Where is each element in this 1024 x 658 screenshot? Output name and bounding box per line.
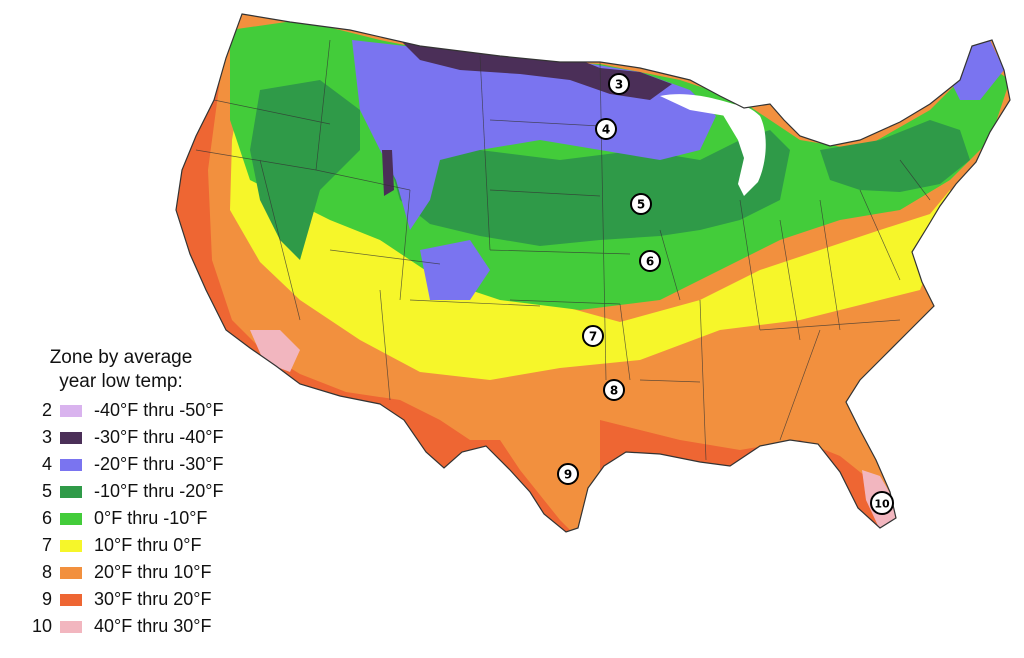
legend-temp-range: 30°F thru 20°F bbox=[94, 589, 212, 609]
legend-color-swatch bbox=[60, 539, 82, 552]
legend-row-zone-8: 8 20°F thru 10°F bbox=[26, 559, 256, 586]
legend-color-swatch bbox=[60, 566, 82, 579]
svg-text:6: 6 bbox=[646, 255, 654, 269]
legend-color-swatch bbox=[60, 512, 82, 525]
legend-color-swatch bbox=[60, 431, 82, 444]
zone-regions bbox=[176, 14, 1010, 532]
legend-zone-number: 5 bbox=[41, 481, 52, 501]
legend-row-zone-6: 6 0°F thru -10°F bbox=[26, 505, 256, 532]
zone-marker-7: 7 bbox=[582, 325, 604, 347]
legend-temp-range: 20°F thru 10°F bbox=[94, 562, 212, 582]
legend-zone-number: 3 bbox=[41, 427, 52, 447]
svg-text:7: 7 bbox=[589, 330, 597, 344]
legend-temp-range: 0°F thru -10°F bbox=[94, 508, 208, 528]
svg-text:3: 3 bbox=[615, 78, 623, 92]
zone-5-region-plains bbox=[380, 130, 790, 246]
legend-row-zone-4: 4 -20°F thru -30°F bbox=[26, 451, 256, 478]
legend-row-zone-10: 10 40°F thru 30°F bbox=[26, 613, 256, 640]
legend-color-swatch bbox=[60, 485, 82, 498]
zone-4-region-colorado bbox=[420, 240, 490, 300]
legend-temp-range: -30°F thru -40°F bbox=[94, 427, 224, 447]
legend-rows: 2 -40°F thru -50°F 3 -30°F thru -40°F 4 -20°F… bbox=[26, 397, 256, 640]
zone-marker-8: 8 bbox=[603, 379, 625, 401]
legend-row-zone-2: 2 -40°F thru -50°F bbox=[26, 397, 256, 424]
legend-title-line2: year low temp: bbox=[59, 371, 183, 392]
legend-zone-number: 2 bbox=[41, 400, 52, 420]
legend-color-swatch bbox=[60, 404, 82, 417]
zone-marker-3: 3 bbox=[608, 73, 630, 95]
legend-row-zone-5: 5 -10°F thru -20°F bbox=[26, 478, 256, 505]
lake-michigan bbox=[720, 104, 766, 196]
svg-text:5: 5 bbox=[637, 198, 645, 212]
legend-temp-range: -40°F thru -50°F bbox=[94, 400, 224, 420]
legend-row-zone-7: 7 10°F thru 0°F bbox=[26, 532, 256, 559]
zone-3-region-rockies bbox=[382, 150, 394, 196]
legend-color-swatch bbox=[60, 458, 82, 471]
legend-zone-number: 9 bbox=[41, 589, 52, 609]
lake-superior bbox=[660, 94, 740, 116]
zone-marker-6: 6 bbox=[639, 250, 661, 272]
zone-10-region-ca bbox=[250, 330, 300, 372]
svg-text:10: 10 bbox=[874, 498, 890, 511]
svg-text:4: 4 bbox=[602, 123, 610, 137]
svg-text:8: 8 bbox=[610, 384, 618, 398]
state-borders bbox=[195, 39, 931, 461]
zone-marker-10: 10 bbox=[870, 491, 894, 515]
legend-color-swatch bbox=[60, 593, 82, 606]
zone-5-region-northeast bbox=[820, 120, 970, 192]
zone-marker-5: 5 bbox=[630, 193, 652, 215]
legend-zone-number: 8 bbox=[41, 562, 52, 582]
legend-zone-number: 7 bbox=[41, 535, 52, 555]
legend-zone-number: 10 bbox=[31, 616, 52, 636]
zone-5-region-northwest bbox=[250, 80, 360, 260]
zone-3-region bbox=[400, 40, 672, 100]
legend-temp-range: -20°F thru -30°F bbox=[94, 454, 224, 474]
legend-temp-range: 10°F thru 0°F bbox=[94, 535, 202, 555]
zone-markers: 3 4 5 6 7 8 9 10 bbox=[557, 73, 894, 515]
us-outline bbox=[175, 13, 1011, 533]
zone-marker-4: 4 bbox=[595, 118, 617, 140]
zone-marker-9: 9 bbox=[557, 463, 579, 485]
legend-zone-number: 6 bbox=[41, 508, 52, 528]
legend-temp-range: -10°F thru -20°F bbox=[94, 481, 224, 501]
legend-color-swatch bbox=[60, 620, 82, 633]
legend-row-zone-9: 9 30°F thru 20°F bbox=[26, 586, 256, 613]
legend-row-zone-3: 3 -30°F thru -40°F bbox=[26, 424, 256, 451]
svg-text:9: 9 bbox=[564, 468, 572, 482]
legend-zone-number: 4 bbox=[41, 454, 52, 474]
zone-legend: Zone by average year low temp: 2 -40°F th… bbox=[26, 346, 256, 640]
legend-title-line1: Zone by average bbox=[49, 347, 193, 368]
legend-temp-range: 40°F thru 30°F bbox=[94, 616, 212, 636]
